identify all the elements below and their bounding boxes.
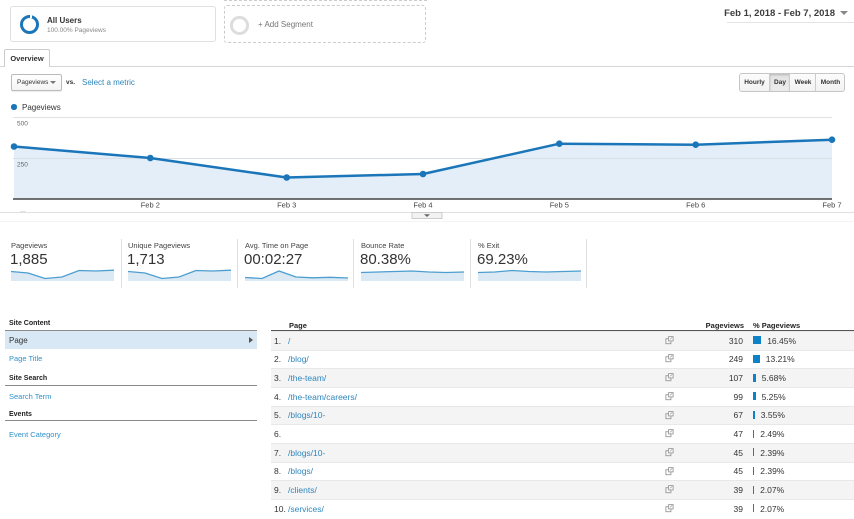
svg-text:Feb 7: Feb 7 xyxy=(822,201,841,210)
svg-text:250: 250 xyxy=(17,162,28,169)
svg-text:Feb 5: Feb 5 xyxy=(550,201,569,210)
svg-text:...: ... xyxy=(20,207,26,214)
svg-text:Feb 2: Feb 2 xyxy=(141,201,160,210)
svg-text:Feb 3: Feb 3 xyxy=(277,201,296,210)
svg-text:Feb 6: Feb 6 xyxy=(686,201,705,210)
svg-text:500: 500 xyxy=(17,121,28,128)
svg-text:Feb 4: Feb 4 xyxy=(413,201,432,210)
